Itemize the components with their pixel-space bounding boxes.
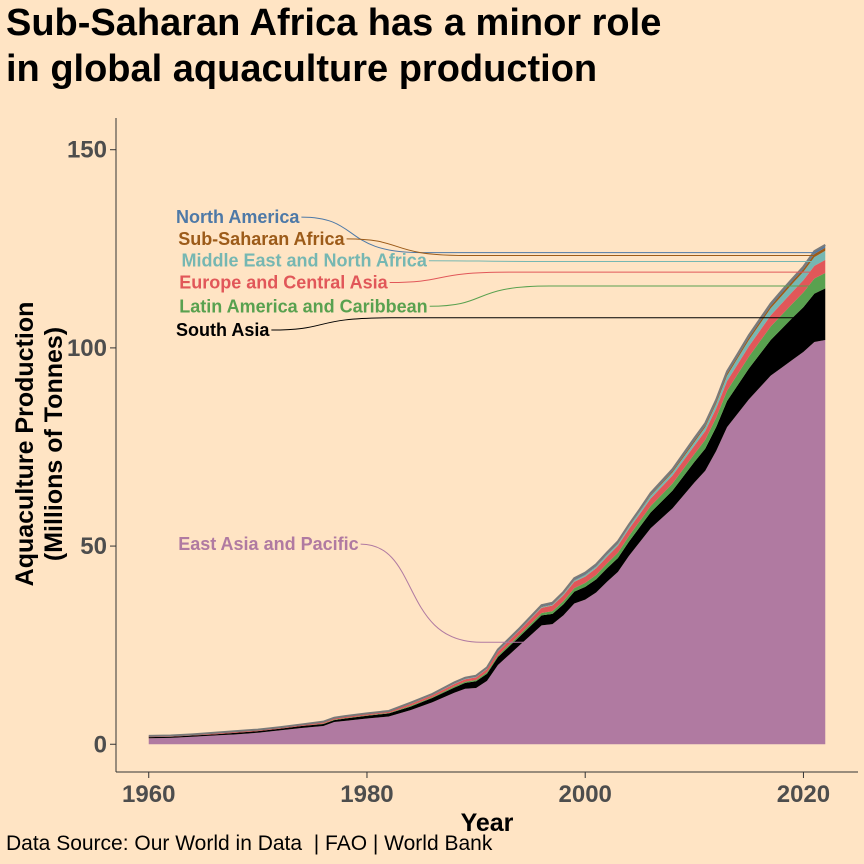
label-north-america: North America	[176, 207, 300, 227]
leader-sub-saharan-africa	[346, 238, 815, 257]
chart-title-line-2: in global aquaculture production	[6, 48, 598, 90]
x-tick-label: 1960	[122, 781, 175, 808]
label-south-asia: South Asia	[176, 320, 270, 340]
leader-europe-and-central-asia	[389, 271, 815, 283]
y-tick-label: 100	[67, 335, 107, 362]
area-east-asia-and-pacific	[148, 339, 826, 745]
leader-latin-america-and-caribbean	[429, 285, 815, 307]
stack-outline	[148, 243, 826, 737]
label-europe-and-central-asia: Europe and Central Asia	[179, 272, 388, 292]
chart-title-line-1: Sub-Saharan Africa has a minor role	[6, 2, 662, 44]
y-axis-title-line-2: (Millions of Tonnes)	[40, 327, 68, 561]
x-tick-label: 1980	[340, 781, 393, 808]
label-sub-saharan-africa: Sub-Saharan Africa	[178, 229, 345, 249]
y-tick-label: 150	[67, 137, 107, 164]
y-axis-title-line-1: Aquaculture Production	[11, 302, 39, 587]
y-tick-label: 50	[80, 533, 107, 560]
x-tick-label: 2020	[777, 781, 830, 808]
chart-title: Sub-Saharan Africa has a minor role in g…	[6, 0, 856, 92]
leader-east-asia-and-pacific	[360, 543, 629, 643]
leader-north-america	[301, 216, 815, 254]
x-axis-title: Year	[461, 809, 514, 837]
area-layers	[148, 243, 826, 745]
label-east-asia-and-pacific: East Asia and Pacific	[178, 534, 358, 554]
leader-middle-east-and-north-africa	[428, 260, 815, 262]
axes: 0 50 100 150 1960 1980 2000 2020	[67, 118, 858, 808]
data-source-caption: Data Source: Our World in Data | FAO | W…	[6, 832, 493, 855]
label-leader-lines	[271, 216, 815, 643]
label-middle-east-and-north-africa: Middle East and North Africa	[181, 251, 427, 271]
x-tick-label: 2000	[559, 781, 612, 808]
leader-south-asia	[271, 317, 815, 331]
y-tick-label: 0	[94, 731, 107, 758]
label-latin-america-and-caribbean: Latin America and Caribbean	[179, 296, 427, 316]
